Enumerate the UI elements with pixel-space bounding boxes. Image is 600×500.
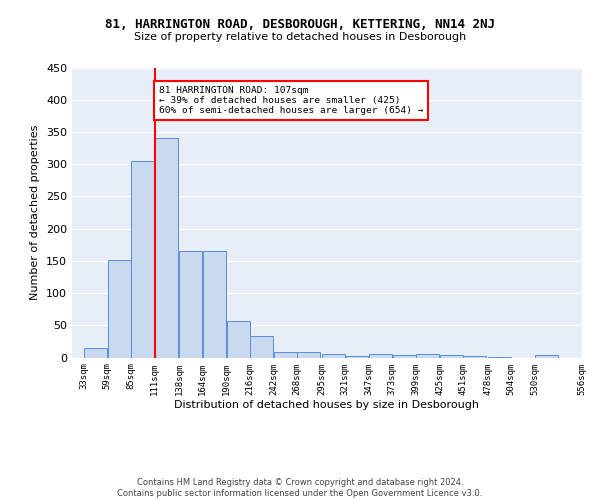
Bar bbox=[440, 355, 463, 358]
Bar bbox=[298, 352, 320, 358]
Bar bbox=[416, 354, 439, 358]
Bar bbox=[108, 260, 131, 358]
Bar bbox=[274, 352, 296, 358]
Bar bbox=[203, 251, 226, 358]
Text: Contains HM Land Registry data © Crown copyright and database right 2024.
Contai: Contains HM Land Registry data © Crown c… bbox=[118, 478, 482, 498]
Bar bbox=[488, 357, 511, 358]
Bar bbox=[227, 321, 250, 358]
Bar bbox=[369, 354, 392, 358]
Bar bbox=[322, 354, 345, 358]
Bar bbox=[179, 251, 202, 358]
Text: Size of property relative to detached houses in Desborough: Size of property relative to detached ho… bbox=[134, 32, 466, 42]
X-axis label: Distribution of detached houses by size in Desborough: Distribution of detached houses by size … bbox=[175, 400, 479, 410]
Text: 81 HARRINGTON ROAD: 107sqm
← 39% of detached houses are smaller (425)
60% of sem: 81 HARRINGTON ROAD: 107sqm ← 39% of deta… bbox=[159, 86, 424, 116]
Bar bbox=[346, 356, 368, 358]
Bar bbox=[250, 336, 273, 357]
Bar bbox=[535, 355, 558, 358]
Bar bbox=[155, 138, 178, 358]
Bar bbox=[463, 356, 487, 358]
Bar bbox=[393, 355, 416, 358]
Y-axis label: Number of detached properties: Number of detached properties bbox=[31, 125, 40, 300]
Bar bbox=[84, 348, 107, 358]
Text: 81, HARRINGTON ROAD, DESBOROUGH, KETTERING, NN14 2NJ: 81, HARRINGTON ROAD, DESBOROUGH, KETTERI… bbox=[105, 18, 495, 30]
Bar bbox=[131, 161, 154, 358]
